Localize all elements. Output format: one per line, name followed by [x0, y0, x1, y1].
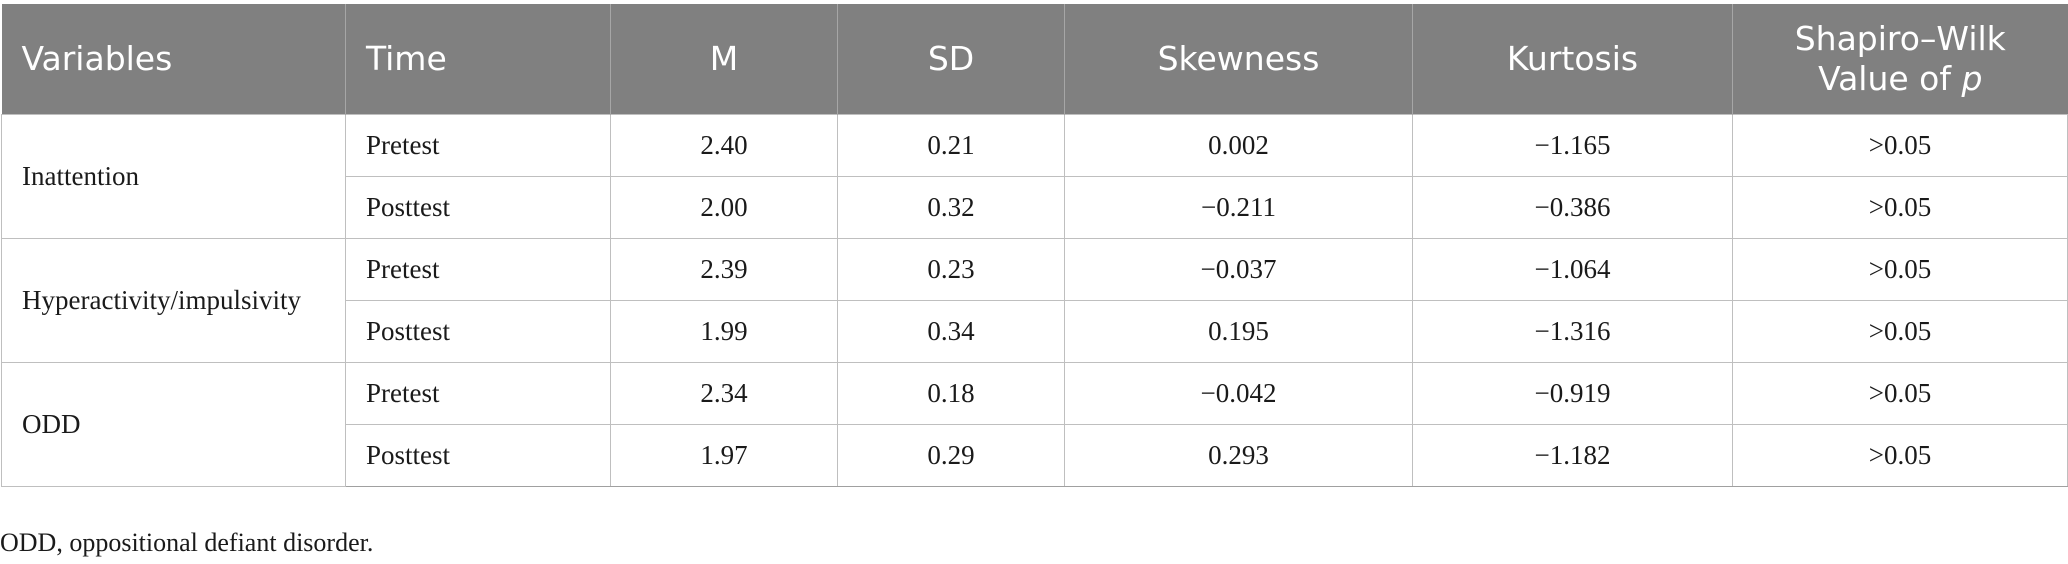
cell-kurtosis: −1.182	[1412, 423, 1733, 487]
cell-sw: >0.05	[1732, 113, 2068, 177]
cell-kurtosis: −1.316	[1412, 299, 1733, 363]
cell-kurtosis: −0.919	[1412, 361, 1733, 425]
cell-time: Posttest	[345, 175, 611, 239]
cell-sw: >0.05	[1732, 423, 2068, 487]
cell-m: 1.97	[610, 423, 838, 487]
header-kurtosis: Kurtosis	[1412, 4, 1733, 114]
cell-sd: 0.32	[837, 175, 1065, 239]
table-body: Inattention Pretest 2.40 0.21 0.002 −1.165 >0.…	[1, 113, 2068, 487]
table-row: ODD Pretest 2.34 0.18 −0.042 −0.919 >0.05	[1, 361, 2068, 487]
table-row: Inattention Pretest 2.40 0.21 0.002 −1.165 >0.…	[1, 113, 2068, 239]
cell-time: Pretest	[345, 237, 611, 301]
cell-skewness: −0.042	[1064, 361, 1413, 425]
header-row: Variables Time M SD Skewness Kurtosis Sh…	[1, 4, 2068, 114]
cell-time: Posttest	[345, 299, 611, 363]
cell-sd: 0.21	[837, 113, 1065, 177]
descriptive-statistics-table: Variables Time M SD Skewness Kurtosis Sh…	[1, 4, 2068, 487]
header-variables: Variables	[1, 4, 346, 114]
cell-sw: >0.05	[1732, 361, 2068, 425]
header-m: M	[610, 4, 838, 114]
cell-time: Posttest	[345, 423, 611, 487]
header-sw-line1: Shapiro–Wilk	[1794, 18, 2006, 58]
cell-m: 2.40	[610, 113, 838, 177]
cell-skewness: 0.293	[1064, 423, 1413, 487]
cell-variable: Hyperactivity/impulsivity	[1, 237, 346, 363]
cell-kurtosis: −1.165	[1412, 113, 1733, 177]
cell-skewness: −0.037	[1064, 237, 1413, 301]
cell-kurtosis: −0.386	[1412, 175, 1733, 239]
cell-skewness: 0.002	[1064, 113, 1413, 177]
cell-sd: 0.23	[837, 237, 1065, 301]
cell-sd: 0.29	[837, 423, 1065, 487]
cell-sw: >0.05	[1732, 237, 2068, 301]
cell-sw: >0.05	[1732, 175, 2068, 239]
cell-m: 1.99	[610, 299, 838, 363]
cell-sw: >0.05	[1732, 299, 2068, 363]
header-skewness: Skewness	[1064, 4, 1413, 114]
cell-m: 2.34	[610, 361, 838, 425]
header-sd: SD	[837, 4, 1065, 114]
cell-variable: Inattention	[1, 113, 346, 239]
cell-time: Pretest	[345, 361, 611, 425]
cell-sd: 0.34	[837, 299, 1065, 363]
cell-kurtosis: −1.064	[1412, 237, 1733, 301]
cell-m: 2.39	[610, 237, 838, 301]
table-row: Posttest 1.99 0.34 0.195 −1.316 >0.05	[2, 299, 2068, 363]
table-row: Posttest 1.97 0.29 0.293 −1.182 >0.05	[2, 423, 2068, 487]
cell-skewness: −0.211	[1064, 175, 1413, 239]
cell-sd: 0.18	[837, 361, 1065, 425]
table-row: Hyperactivity/impulsivity Pretest 2.39 0.23…	[1, 237, 2068, 363]
footnote: ODD, oppositional defiant disorder.	[0, 528, 374, 557]
header-shapiro-wilk: Shapiro–Wilk Value of p	[1732, 4, 2068, 114]
cell-variable: ODD	[1, 361, 346, 487]
cell-time: Pretest	[345, 113, 611, 177]
cell-skewness: 0.195	[1064, 299, 1413, 363]
header-sw-line2-italic: p	[1961, 58, 1983, 98]
header-sw-line2-prefix: Value of	[1818, 58, 1962, 98]
header-time: Time	[345, 4, 611, 114]
table-container: Variables Time M SD Skewness Kurtosis Sh…	[1, 4, 2068, 487]
cell-m: 2.00	[610, 175, 838, 239]
